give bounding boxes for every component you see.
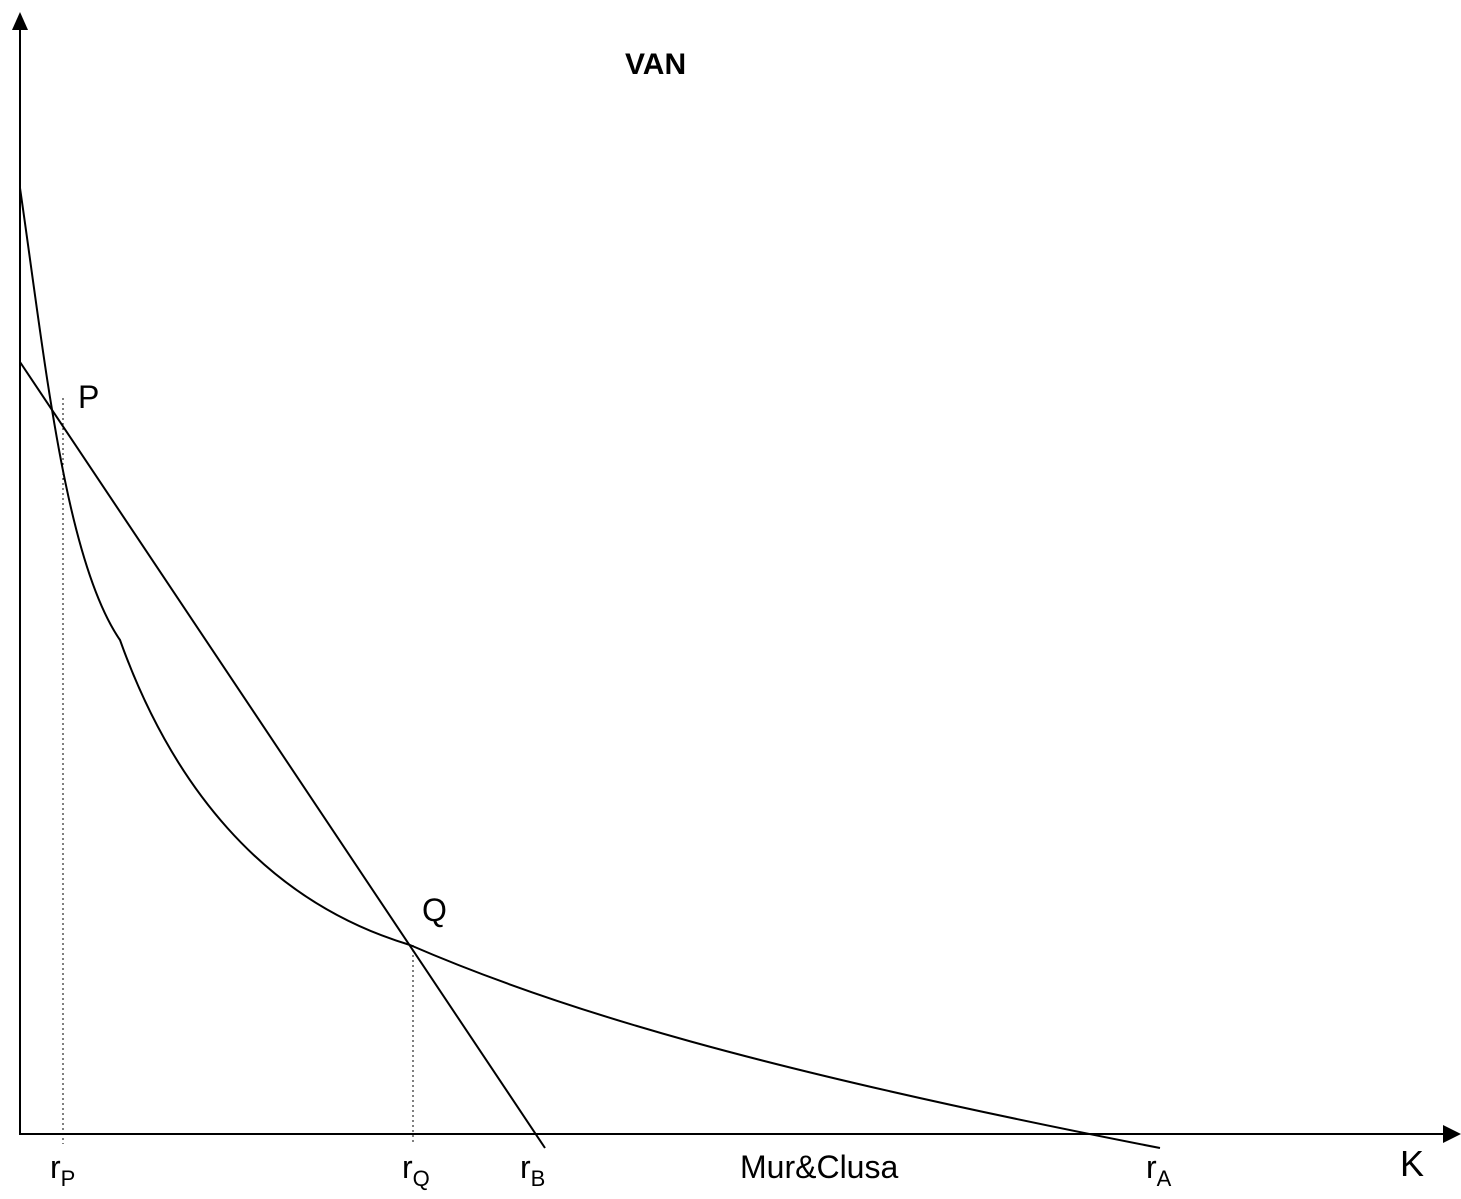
tick-label-rp: rP xyxy=(50,1149,75,1191)
tick-label-ra: rA xyxy=(1146,1149,1172,1191)
npv-curve-a xyxy=(19,187,1161,1149)
point-label-q: Q xyxy=(422,892,447,928)
point-label-p: P xyxy=(78,379,99,415)
tick-label-rp-base: r xyxy=(50,1149,61,1185)
tick-label-rp-sub: P xyxy=(61,1166,76,1191)
tick-label-rq-sub: Q xyxy=(413,1166,430,1191)
x-axis-label: K xyxy=(1400,1143,1424,1184)
tick-label-rb-sub: B xyxy=(531,1166,546,1191)
tick-label-ra-base: r xyxy=(1146,1149,1157,1185)
x-axis-arrow xyxy=(1443,1125,1461,1143)
npv-line-b xyxy=(19,361,546,1149)
tick-label-rq-base: r xyxy=(402,1149,413,1185)
tick-label-rb: rB xyxy=(520,1149,545,1191)
tick-label-rb-base: r xyxy=(520,1149,531,1185)
y-axis-arrow xyxy=(12,12,28,30)
tick-label-rq: rQ xyxy=(402,1149,430,1191)
chart-title: VAN xyxy=(625,48,686,81)
author-watermark: Mur&Clusa xyxy=(740,1149,898,1185)
tick-label-ra-sub: A xyxy=(1157,1166,1172,1191)
